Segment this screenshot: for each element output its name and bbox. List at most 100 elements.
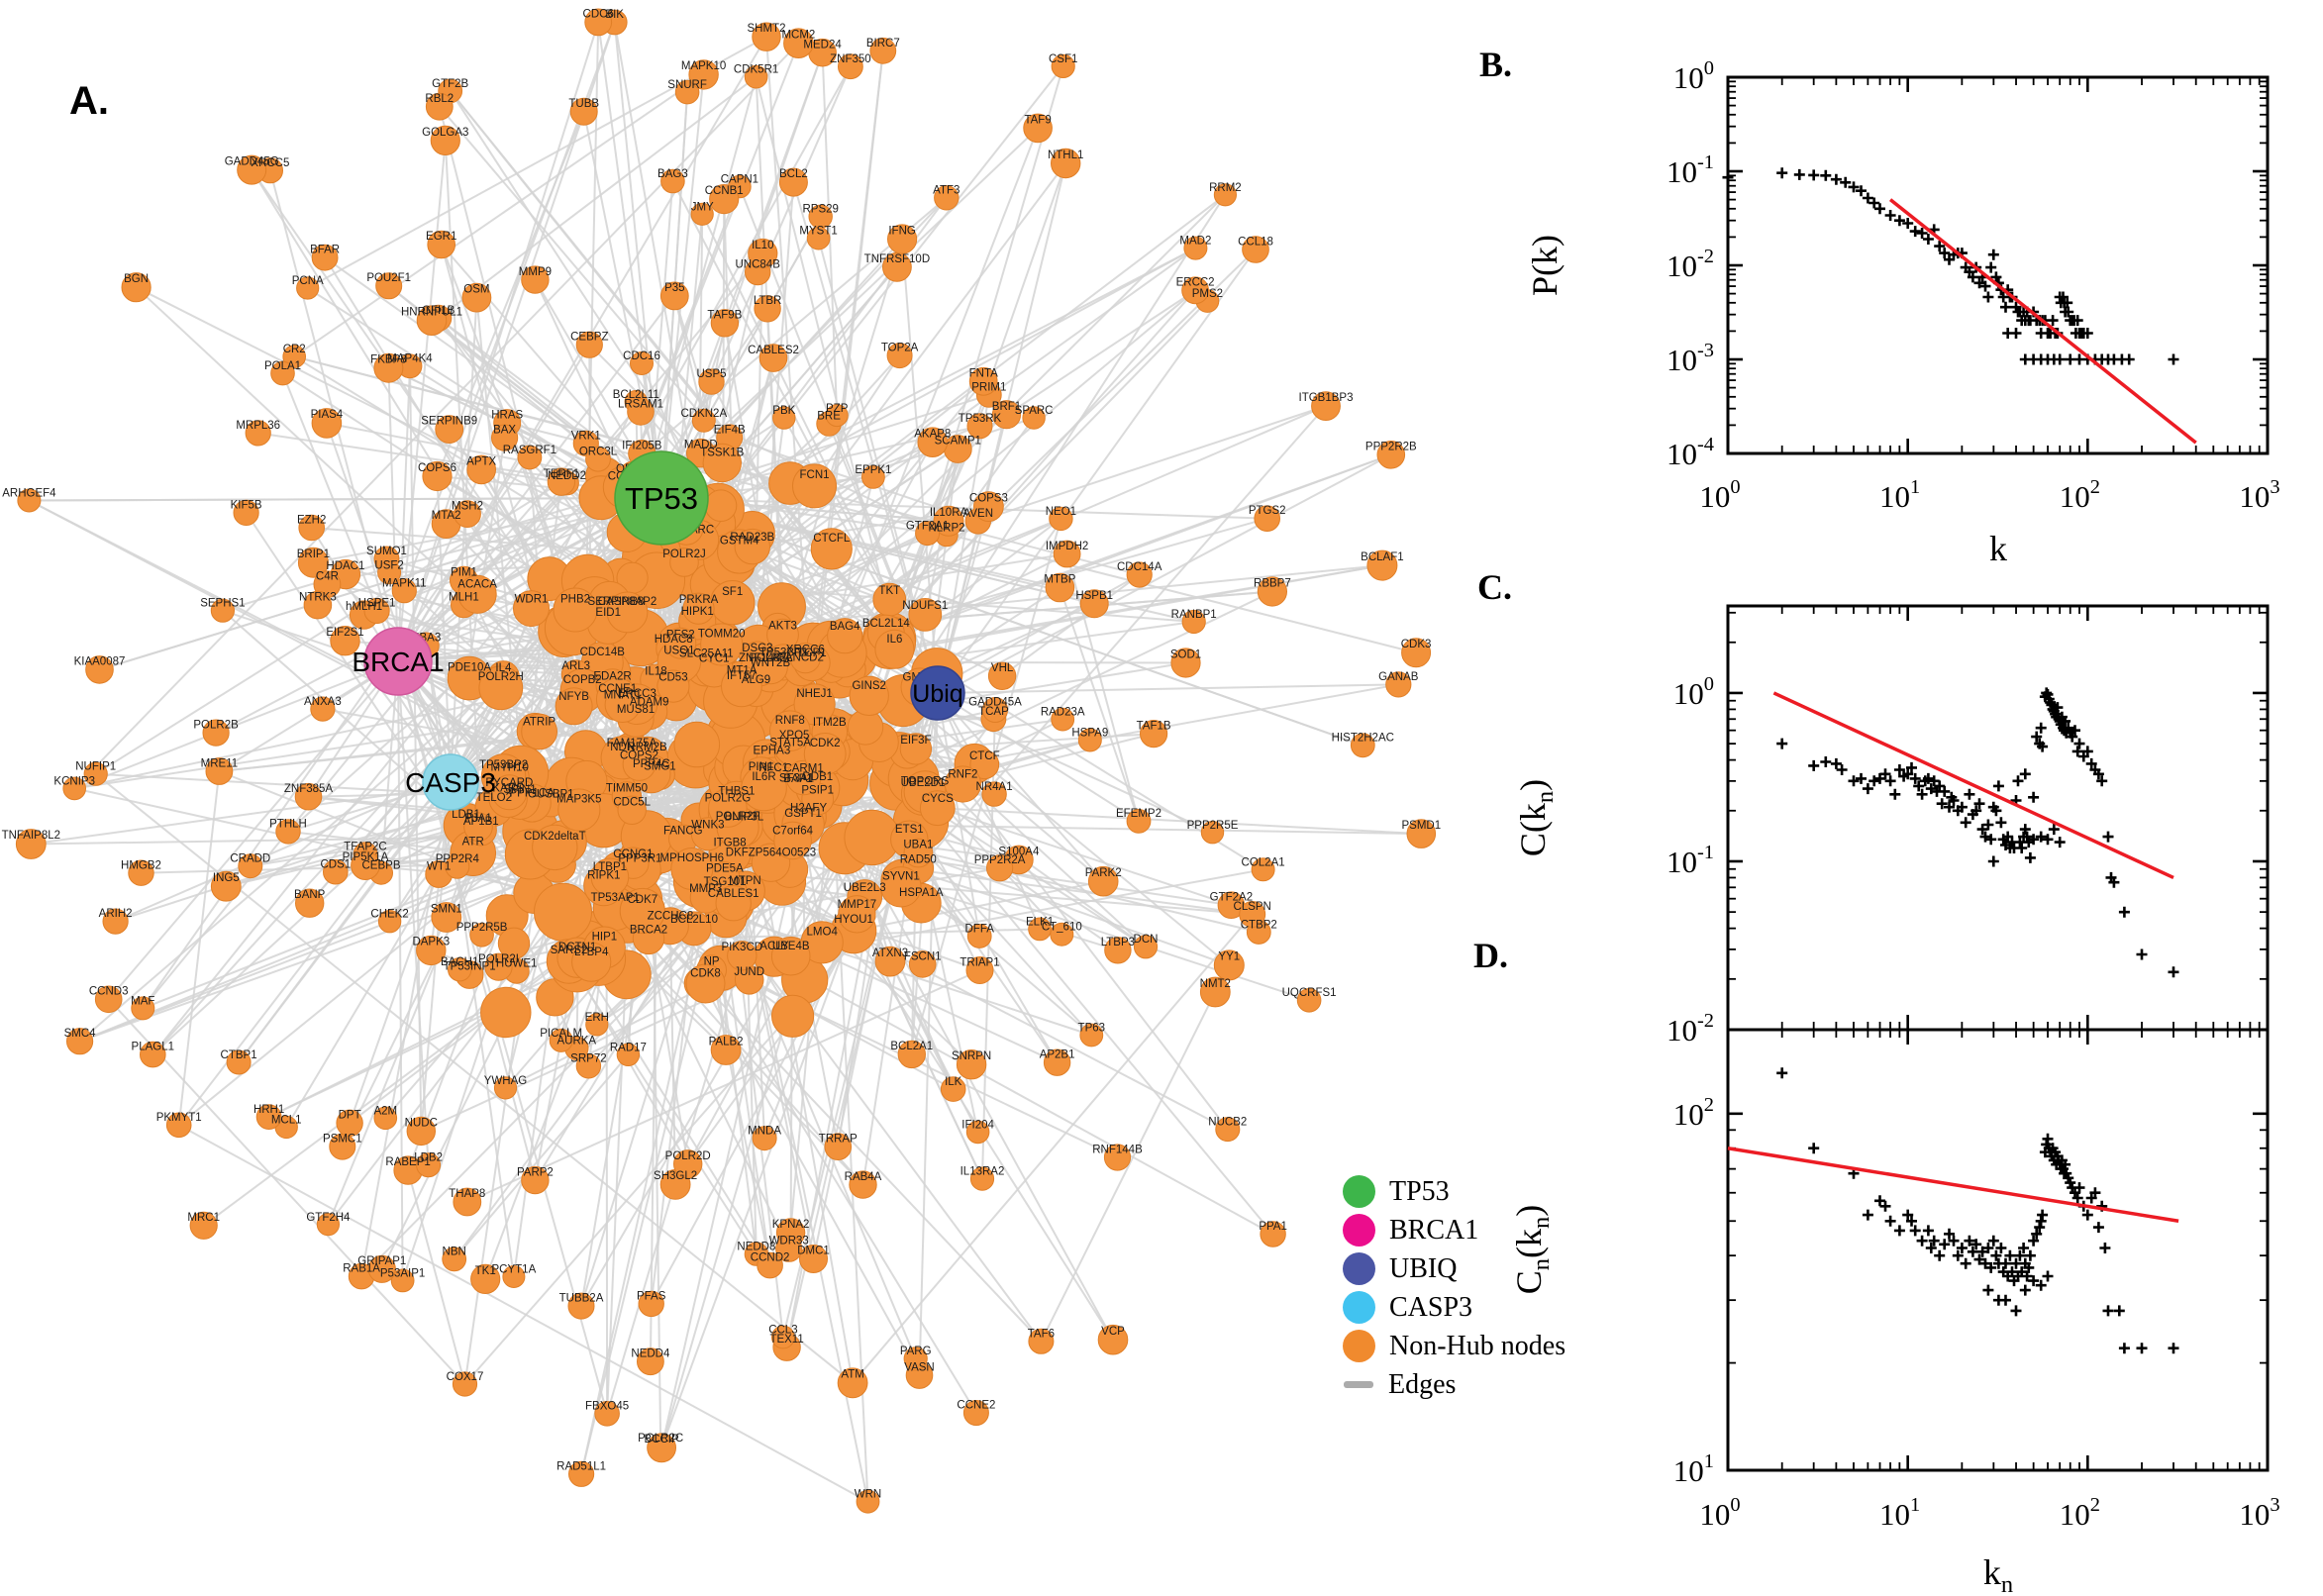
gene-node xyxy=(282,345,307,369)
gene-node xyxy=(406,1116,436,1147)
y-axis-label: P(k) xyxy=(1525,235,1565,296)
axis-tick-label: 103 xyxy=(2239,1494,2279,1532)
axis-tick-label: 101 xyxy=(1673,1450,1714,1488)
gene-node xyxy=(1170,648,1201,678)
network-edge xyxy=(1059,587,1140,822)
network-edge xyxy=(710,969,771,1266)
network-edge xyxy=(436,111,585,477)
legend-item: TP53 xyxy=(1343,1172,1566,1211)
legend-node-swatch xyxy=(1343,1214,1375,1247)
network-edge xyxy=(1065,553,1140,822)
network-edge xyxy=(613,22,662,499)
scatter-points xyxy=(1722,167,2179,365)
network-edge xyxy=(99,497,662,671)
network-edge xyxy=(397,22,600,662)
gene-node xyxy=(838,53,863,80)
gene-node xyxy=(1051,148,1081,179)
network-edge xyxy=(407,1169,466,1385)
gene-node xyxy=(323,858,349,885)
network-edge xyxy=(937,394,990,694)
plot-ticks xyxy=(1726,1030,2270,1472)
gene-node xyxy=(966,413,993,440)
y-axis-label: C(kn) xyxy=(1513,779,1559,856)
network-edge xyxy=(575,22,600,1048)
plot-frame xyxy=(1726,75,2270,455)
axis-tick-label: 100 xyxy=(1699,476,1740,514)
gene-node xyxy=(140,1041,166,1068)
gene-node xyxy=(1296,988,1322,1013)
gene-node xyxy=(1385,671,1412,698)
plot-ticks xyxy=(1726,606,2270,1032)
gene-node xyxy=(827,618,863,654)
gene-node xyxy=(752,22,781,51)
gene-node xyxy=(453,1187,482,1217)
panel-label-c: C. xyxy=(1477,567,1512,607)
x-axis-label: k xyxy=(1989,529,2007,568)
network-edge xyxy=(1040,991,1217,1343)
gene-node xyxy=(1183,236,1208,260)
axis-tick-label: 103 xyxy=(2239,476,2279,514)
network-edge xyxy=(937,692,1104,882)
gene-node xyxy=(1311,391,1341,422)
gene-node xyxy=(630,351,654,375)
gene-node xyxy=(793,683,836,726)
gene-node xyxy=(294,782,323,811)
axis-tick-label: 100 xyxy=(1673,57,1714,95)
axis-tick-label: 101 xyxy=(1879,1494,1920,1532)
legend-node-swatch xyxy=(1343,1330,1375,1362)
network-edge xyxy=(449,90,939,694)
network-edge xyxy=(152,781,452,1055)
gene-node xyxy=(1260,1221,1286,1247)
gene-node xyxy=(698,368,725,395)
gene-node xyxy=(674,79,700,105)
legend-item: CASP3 xyxy=(1343,1288,1566,1327)
legend-edge-swatch xyxy=(1344,1381,1373,1388)
network-edge xyxy=(218,497,662,772)
plot-panel-c: 100 10-1 10-2 C(kn) xyxy=(1513,604,2270,1047)
network-edge xyxy=(397,22,616,662)
scatter-points xyxy=(1776,687,2179,978)
axis-tick-label: 100 xyxy=(1673,673,1714,711)
gene-node xyxy=(1126,561,1153,588)
axis-tick-label: 100 xyxy=(1699,1494,1740,1532)
network-edge xyxy=(73,43,800,790)
legend-label: TP53 xyxy=(1389,1175,1450,1207)
axis-tick-label: 10-3 xyxy=(1666,340,1714,377)
gene-node xyxy=(452,1371,478,1397)
gene-node xyxy=(210,598,235,623)
legend-node-swatch xyxy=(1343,1252,1375,1285)
network-nodes xyxy=(15,8,1437,1514)
legend-item: Non-Hub nodes xyxy=(1343,1327,1566,1365)
gene-node xyxy=(673,721,721,768)
gene-node xyxy=(513,590,550,628)
network-edge xyxy=(397,365,411,662)
network-edge xyxy=(107,998,466,1385)
gene-node xyxy=(771,994,815,1038)
gene-node xyxy=(480,986,532,1039)
network-edge xyxy=(439,106,939,694)
gene-node xyxy=(638,1290,664,1318)
gene-node xyxy=(1215,1117,1241,1143)
gene-node xyxy=(965,1120,990,1145)
network-edge xyxy=(660,51,824,499)
gene-node xyxy=(532,824,578,871)
legend-label: Non-Hub nodes xyxy=(1389,1330,1566,1361)
network-edge xyxy=(450,297,478,783)
legend-node-swatch xyxy=(1343,1175,1375,1208)
panel-label-d: D. xyxy=(1473,936,1508,975)
network-edge xyxy=(732,405,1327,604)
legend-item: Edges xyxy=(1343,1365,1566,1404)
plot-panel-b: 100 10-1 10-2 10-3 10-4 100 101 102 103 k P(k) xyxy=(1525,57,2280,568)
panel-label-a: A. xyxy=(69,79,109,123)
axis-tick-label: 10-1 xyxy=(1666,842,1714,879)
network-edge xyxy=(937,249,1257,694)
network-edge xyxy=(925,517,1267,616)
gene-node xyxy=(85,655,114,684)
gene-node xyxy=(310,696,336,722)
axis-tick-label: 102 xyxy=(1673,1094,1714,1132)
network-edge xyxy=(449,90,722,507)
gene-node xyxy=(710,309,740,338)
network-edge xyxy=(397,486,626,662)
gene-node xyxy=(416,1152,442,1178)
